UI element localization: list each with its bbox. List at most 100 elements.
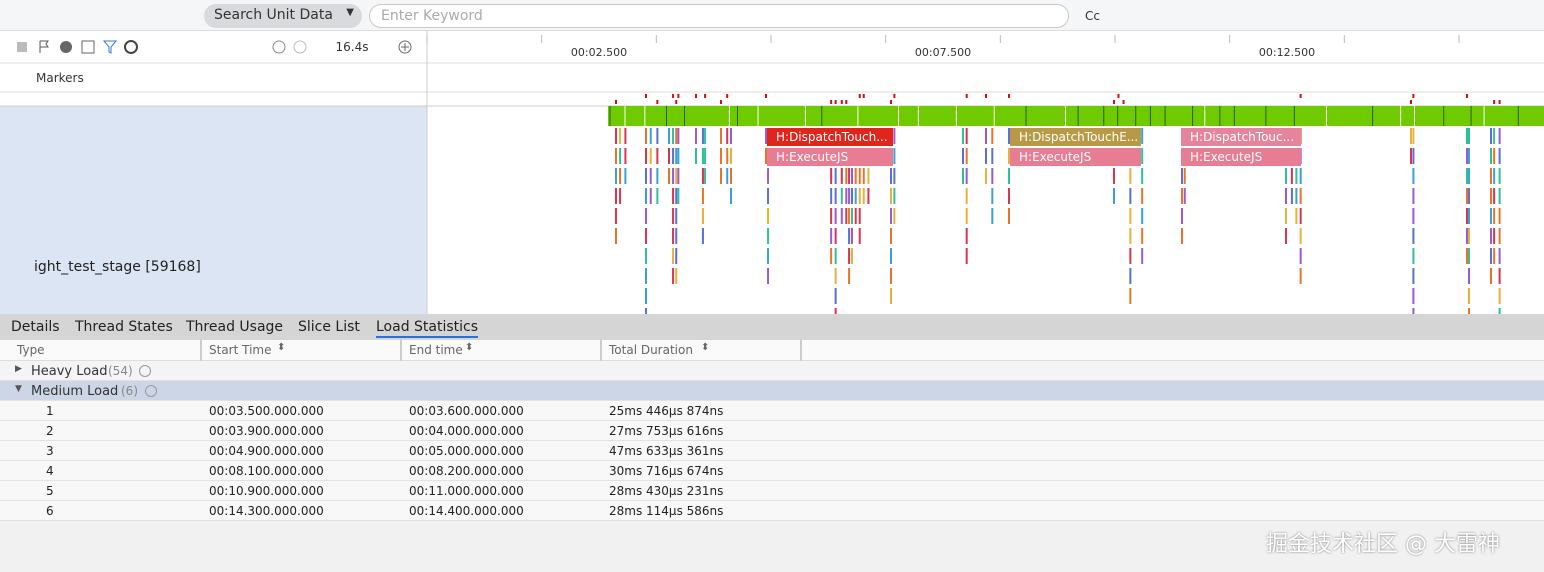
column-header[interactable]: Start Time <box>209 343 272 357</box>
trace-tick <box>675 148 678 164</box>
tab[interactable]: Thread States <box>75 319 173 335</box>
trace-tick <box>1129 288 1132 304</box>
trace-tick <box>848 188 851 204</box>
search-input[interactable]: Enter Keyword <box>369 4 1069 28</box>
cell: 00:14.300.000.000 <box>209 504 324 518</box>
trace-tick <box>985 128 987 144</box>
column-header[interactable]: End time <box>409 343 463 357</box>
trace-tick <box>656 188 659 204</box>
trace-tick <box>645 228 647 244</box>
trace-tick <box>1466 168 1468 184</box>
trace-tick <box>615 148 617 164</box>
trace-tick <box>1141 128 1144 144</box>
cell: 30ms 716μs 674ns <box>609 464 724 478</box>
trace-tick <box>991 128 994 144</box>
column-separator <box>200 340 202 361</box>
trace-tick <box>848 208 851 224</box>
trace-tick <box>985 148 987 164</box>
trace-tick <box>1412 128 1415 144</box>
group-row[interactable]: ▼ Medium Load (6) <box>0 381 1544 401</box>
trace-tick <box>1466 208 1468 224</box>
trace-tick <box>1493 148 1496 164</box>
case-button[interactable]: Cc <box>1085 9 1100 23</box>
trace-tick <box>1129 268 1132 284</box>
trace-tick <box>845 168 848 184</box>
trace-tick <box>867 168 870 184</box>
trace-tick <box>1285 208 1287 224</box>
trace-tick <box>1498 188 1501 204</box>
marker-tick <box>858 94 861 98</box>
trace-tick <box>962 148 964 164</box>
trace-tick <box>834 168 837 184</box>
cell: 00:03.500.000.000 <box>209 404 324 418</box>
tab[interactable]: Load Statistics <box>376 319 479 338</box>
column-header[interactable]: Type <box>17 343 45 357</box>
trace-tick <box>1468 188 1471 204</box>
trace-tick <box>668 148 670 164</box>
trace-tick <box>677 168 680 184</box>
trace-tick <box>701 228 704 244</box>
trace-tick <box>1295 208 1298 224</box>
trace-tick <box>1498 308 1501 314</box>
trace-tick <box>1008 128 1010 144</box>
cell: 00:04.900.000.000 <box>209 444 324 458</box>
trace-tick <box>862 168 865 184</box>
trace-tick <box>893 148 896 164</box>
trace-tick <box>1468 288 1471 304</box>
trace-tick <box>624 168 627 184</box>
trace-tick <box>1141 148 1144 164</box>
trace-tick <box>1299 248 1302 264</box>
trace-tick <box>1299 228 1302 244</box>
trace-tick <box>1498 148 1501 164</box>
slice-label: H:DispatchTouch... <box>776 130 888 144</box>
trace-tick <box>726 168 729 184</box>
trace-tick <box>677 148 680 164</box>
trace-tick <box>645 148 647 164</box>
tab[interactable]: Slice List <box>298 319 360 335</box>
cell: 00:08.100.000.000 <box>209 464 324 478</box>
trace-tick <box>675 188 678 204</box>
trace-tick <box>675 248 678 264</box>
expander: ▼ <box>15 384 22 394</box>
trace-tick <box>1466 248 1468 264</box>
trace-tick <box>858 168 861 184</box>
trace-tick <box>668 168 670 184</box>
trace-tick <box>850 248 853 264</box>
trace-tick <box>1183 168 1186 184</box>
trace-tick <box>834 308 837 314</box>
marker-tick <box>1122 100 1125 104</box>
column-separator <box>800 340 802 361</box>
marker-tick <box>726 94 729 98</box>
cell: 4 <box>46 464 54 478</box>
trace-tick <box>848 268 851 284</box>
trace-tick <box>965 168 968 184</box>
trace-tick <box>1181 208 1183 224</box>
slice <box>1181 128 1301 146</box>
search-dropdown[interactable]: Search Unit Data ▼ <box>204 4 362 28</box>
group-row[interactable]: ▶ Heavy Load (54) <box>0 361 1544 381</box>
trace-tick <box>962 128 964 144</box>
slice <box>767 148 893 166</box>
marker-tick <box>675 100 678 104</box>
slice-label: H:ExecuteJS <box>1019 150 1091 164</box>
trace-tick <box>615 188 617 204</box>
trace-tick <box>845 208 848 224</box>
trace-tick <box>890 288 892 304</box>
tab[interactable]: Details <box>11 319 60 335</box>
trace-tick <box>695 148 697 164</box>
trace-tick <box>1008 168 1010 184</box>
trace-tick <box>624 148 627 164</box>
marker-tick <box>893 94 896 98</box>
marker-tick <box>830 100 833 104</box>
trace-tick <box>1498 168 1501 184</box>
zoom-label: 16.4s <box>336 40 369 54</box>
trace-tick <box>619 128 622 144</box>
marker-tick <box>1299 94 1302 98</box>
column-header[interactable]: Total Duration <box>609 343 693 357</box>
trace-tick <box>858 228 861 244</box>
trace-tick <box>615 168 617 184</box>
trace-tick <box>1295 188 1298 204</box>
tab[interactable]: Thread Usage <box>186 319 284 335</box>
trace-tick <box>701 188 704 204</box>
help-icon <box>139 365 151 377</box>
